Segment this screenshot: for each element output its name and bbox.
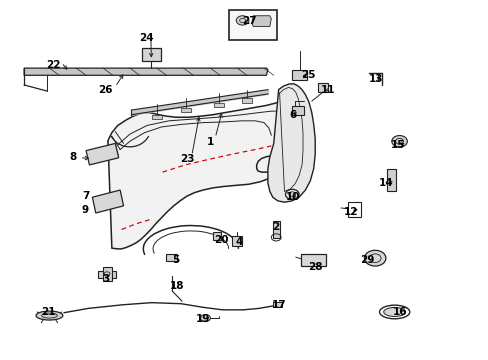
- Text: 13: 13: [368, 74, 383, 84]
- Polygon shape: [251, 16, 271, 27]
- Text: 7: 7: [82, 191, 89, 201]
- Circle shape: [288, 192, 295, 197]
- Polygon shape: [108, 102, 294, 249]
- Text: 23: 23: [180, 154, 194, 164]
- Text: 5: 5: [172, 255, 180, 265]
- Text: 10: 10: [285, 192, 300, 202]
- Bar: [317, 83, 328, 92]
- Text: 1: 1: [206, 138, 214, 147]
- Text: 20: 20: [213, 235, 228, 245]
- Circle shape: [236, 16, 248, 25]
- Bar: [272, 302, 281, 307]
- Text: 3: 3: [102, 274, 109, 284]
- Text: 25: 25: [301, 70, 315, 80]
- Text: 29: 29: [360, 255, 374, 265]
- Bar: [272, 221, 279, 238]
- Text: 18: 18: [170, 281, 184, 291]
- Bar: [103, 267, 112, 281]
- Bar: [347, 202, 360, 217]
- Polygon shape: [267, 84, 315, 202]
- Text: 6: 6: [289, 110, 296, 120]
- Text: 9: 9: [81, 206, 88, 216]
- Text: 8: 8: [69, 152, 76, 162]
- Bar: [98, 271, 116, 278]
- Text: 24: 24: [139, 33, 153, 43]
- Bar: [214, 103, 224, 107]
- Circle shape: [364, 250, 385, 266]
- Bar: [242, 98, 251, 103]
- Bar: [231, 236, 241, 246]
- Ellipse shape: [36, 311, 63, 320]
- Ellipse shape: [383, 307, 405, 316]
- Circle shape: [391, 135, 407, 147]
- Text: 14: 14: [378, 178, 392, 188]
- Bar: [292, 106, 304, 115]
- Bar: [386, 169, 395, 192]
- Polygon shape: [86, 143, 119, 165]
- Text: 2: 2: [272, 222, 279, 231]
- Text: 26: 26: [98, 85, 113, 95]
- Text: 22: 22: [46, 59, 61, 69]
- Text: 12: 12: [343, 207, 357, 217]
- Bar: [142, 48, 160, 60]
- Polygon shape: [24, 68, 267, 75]
- Text: 19: 19: [196, 314, 210, 324]
- Bar: [228, 10, 276, 40]
- Text: 27: 27: [242, 17, 256, 27]
- Text: 28: 28: [307, 262, 322, 272]
- Bar: [166, 253, 177, 261]
- Text: 17: 17: [272, 300, 286, 310]
- Text: 21: 21: [41, 307, 56, 317]
- Circle shape: [200, 315, 210, 321]
- Text: 4: 4: [235, 237, 243, 247]
- Text: 15: 15: [390, 140, 405, 150]
- Bar: [212, 232, 220, 240]
- Bar: [152, 115, 161, 119]
- Text: 16: 16: [392, 307, 407, 317]
- Bar: [292, 69, 306, 80]
- Bar: [301, 253, 326, 266]
- Polygon shape: [92, 190, 123, 213]
- Text: 11: 11: [321, 85, 335, 95]
- Bar: [181, 108, 190, 112]
